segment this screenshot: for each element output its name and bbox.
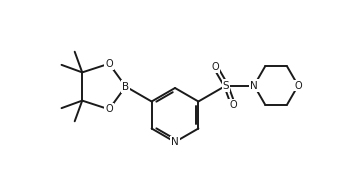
- Text: B: B: [122, 82, 129, 91]
- Text: N: N: [250, 80, 258, 91]
- Text: O: O: [105, 104, 113, 114]
- Text: N: N: [171, 137, 179, 147]
- Text: O: O: [294, 80, 302, 91]
- Text: S: S: [223, 80, 229, 91]
- Text: O: O: [229, 100, 237, 110]
- Text: N: N: [250, 80, 258, 91]
- Text: O: O: [212, 62, 219, 72]
- Text: O: O: [105, 59, 113, 69]
